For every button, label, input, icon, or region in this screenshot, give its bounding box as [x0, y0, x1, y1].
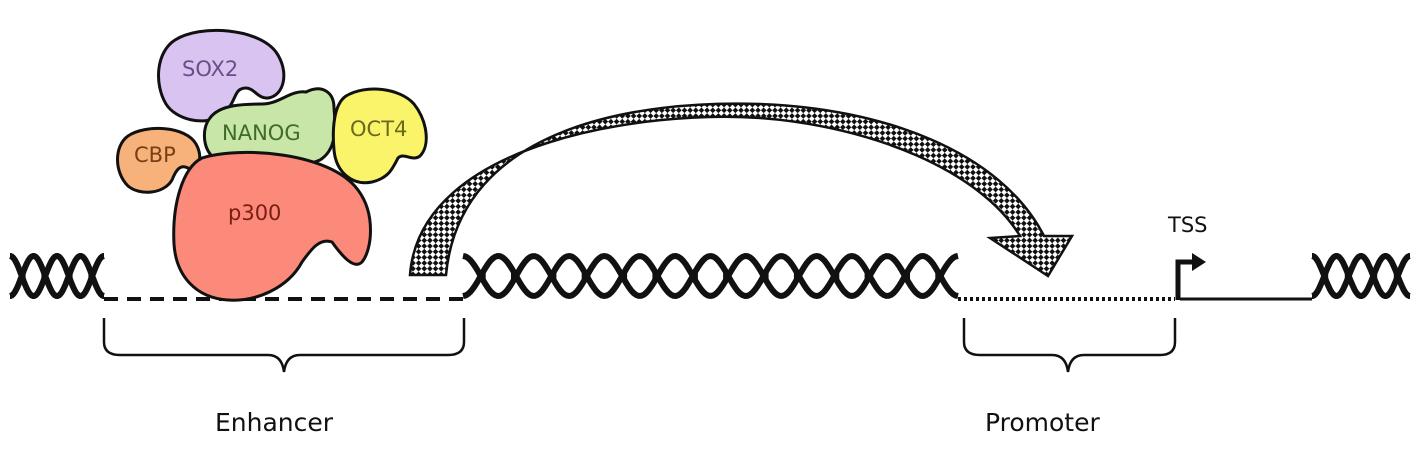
p300-protein [172, 150, 372, 302]
tss-arrow-icon [1175, 253, 1206, 300]
oct4-protein [331, 87, 428, 185]
nanog-label: NANOG [222, 121, 301, 145]
looping-arrow [408, 102, 1075, 278]
oct4-label: OCT4 [350, 117, 407, 141]
enhancer-label: Enhancer [215, 408, 334, 437]
enhancer-bracket [102, 318, 466, 373]
dna-helix-middle [462, 252, 959, 300]
dna-strand [462, 252, 959, 300]
protein-complex: SOX2 NANOG OCT4 CBP p300 [116, 28, 428, 302]
tss-label: TSS [1167, 213, 1208, 237]
dna-strand [1311, 253, 1411, 299]
cbp-protein [116, 126, 202, 194]
promoter-bracket [962, 318, 1177, 373]
sox2-label: SOX2 [182, 57, 238, 81]
p300-label: p300 [228, 201, 281, 225]
dna-strand [9, 253, 105, 299]
cbp-label: CBP [134, 143, 176, 167]
promoter-label: Promoter [985, 408, 1100, 437]
dna-strand [1311, 253, 1411, 299]
dna-helix-right [1311, 253, 1411, 299]
sox2-protein [157, 28, 286, 123]
dna-strand [462, 252, 959, 300]
dna-strand [9, 253, 105, 299]
dna-helix-left [9, 253, 105, 299]
